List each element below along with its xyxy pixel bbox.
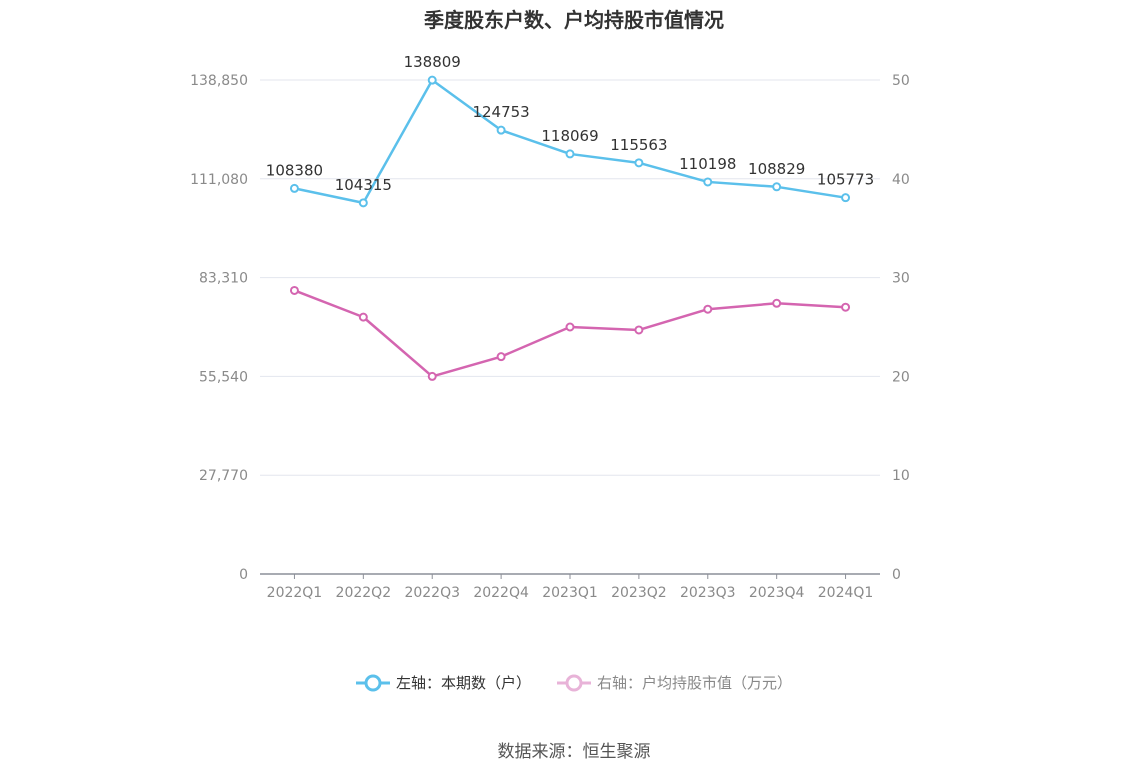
data-point-left — [496, 125, 506, 135]
data-source: 数据来源：恒生聚源 — [497, 742, 651, 762]
data-label: 110198 — [679, 155, 736, 173]
legend-item-right[interactable]: 右轴：户均持股市值（万元） — [557, 672, 792, 693]
legend-swatch-right-icon — [557, 674, 591, 691]
x-tick-label: 2023Q4 — [749, 585, 805, 601]
data-point-left — [634, 158, 644, 168]
x-tick-label: 2022Q1 — [267, 585, 323, 601]
data-label: 118069 — [541, 127, 598, 145]
x-tick-label: 2022Q4 — [473, 585, 529, 601]
data-point-left — [358, 198, 368, 208]
data-label: 105773 — [817, 171, 874, 189]
right-tick-label: 20 — [892, 369, 910, 385]
right-tick-label: 10 — [892, 468, 910, 484]
data-point-right — [496, 352, 506, 362]
data-point-left — [841, 193, 851, 203]
data-point-right — [289, 285, 299, 295]
right-tick-label: 40 — [892, 172, 910, 188]
data-point-left — [427, 75, 437, 85]
data-point-left — [565, 149, 575, 159]
legend-label-right: 右轴：户均持股市值（万元） — [597, 674, 793, 692]
left-tick-label: 138,850 — [190, 73, 248, 89]
right-tick-label: 0 — [892, 567, 901, 583]
right-tick-label: 30 — [892, 271, 910, 287]
left-tick-label: 83,310 — [199, 271, 248, 287]
x-tick-label: 2022Q3 — [404, 585, 460, 601]
right-tick-label: 50 — [892, 73, 910, 89]
data-point-right — [565, 322, 575, 332]
data-point-left — [703, 177, 713, 187]
chart-legend: 左轴：本期数（户） 右轴：户均持股市值（万元） — [0, 672, 1148, 693]
chart-title: 季度股东户数、户均持股市值情况 — [424, 8, 724, 32]
left-tick-label: 55,540 — [199, 369, 248, 385]
x-tick-label: 2023Q2 — [611, 585, 667, 601]
legend-item-left[interactable]: 左轴：本期数（户） — [355, 672, 531, 693]
x-tick-label: 2023Q3 — [680, 585, 736, 601]
data-point-left — [289, 183, 299, 193]
data-point-left — [772, 182, 782, 192]
left-tick-label: 0 — [239, 567, 248, 583]
data-label: 124753 — [472, 103, 529, 121]
data-point-right — [841, 302, 851, 312]
legend-label-left: 左轴：本期数（户） — [395, 674, 531, 692]
x-tick-label: 2024Q1 — [818, 585, 874, 601]
x-tick-label: 2023Q1 — [542, 585, 598, 601]
data-point-right — [703, 304, 713, 314]
data-label: 108380 — [266, 161, 323, 179]
legend-swatch-left-icon — [355, 674, 390, 691]
data-point-right — [427, 371, 437, 381]
data-label: 138809 — [404, 53, 461, 71]
data-label: 104315 — [335, 176, 392, 194]
data-point-right — [358, 312, 368, 322]
x-tick-label: 2022Q2 — [336, 585, 392, 601]
left-tick-label: 111,080 — [190, 172, 248, 188]
data-point-right — [772, 298, 782, 308]
series-line-right — [293, 289, 846, 378]
data-point-right — [634, 325, 644, 335]
data-label: 108829 — [748, 160, 805, 178]
data-label: 115563 — [610, 136, 667, 154]
left-tick-label: 27,770 — [199, 468, 248, 484]
